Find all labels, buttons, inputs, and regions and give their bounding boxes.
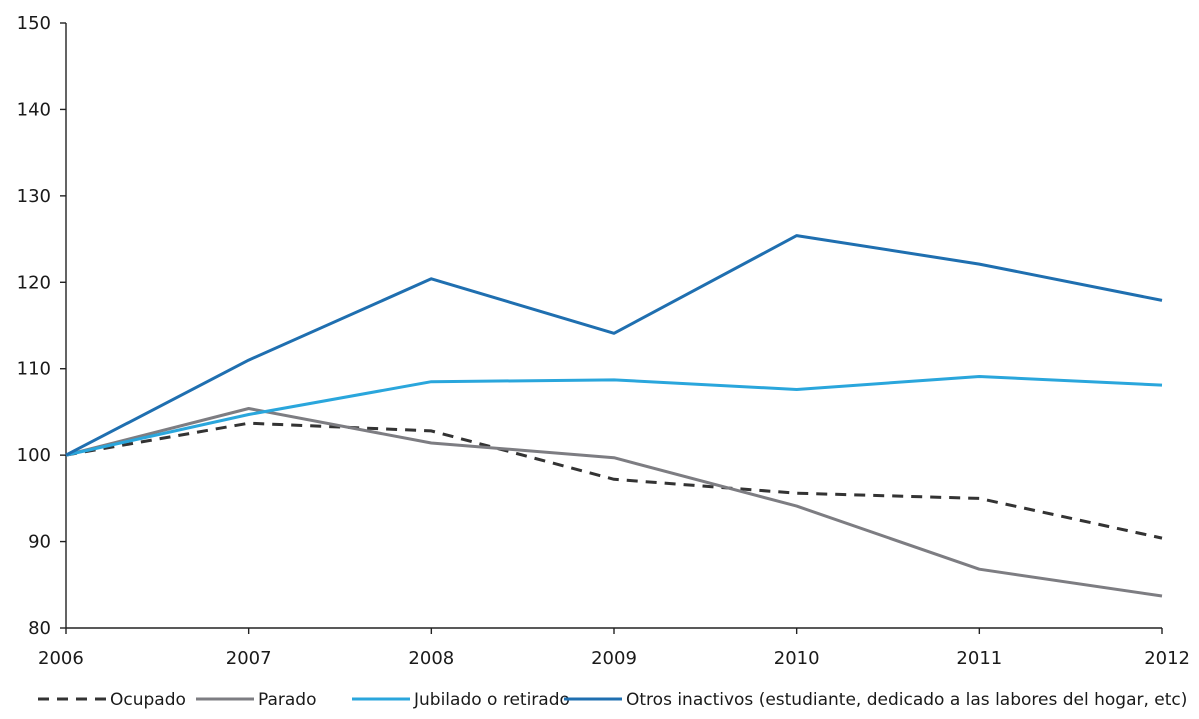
x-tick-label: 2011: [956, 648, 1002, 669]
x-tick-label: 2008: [408, 648, 454, 669]
y-tick-label: 140: [17, 99, 51, 120]
y-ticks: 80 90 100 110 120 130 140 150: [17, 13, 66, 639]
series-lines: [65, 234, 1163, 598]
y-tick-label: 80: [28, 618, 51, 639]
y-tick-label: 150: [17, 13, 51, 34]
x-tick-label: 2012: [1144, 648, 1190, 669]
y-tick-label: 90: [28, 532, 51, 553]
legend-label-3: Jubilado o retirado: [413, 690, 570, 710]
x-ticks: 2006 2007 2008 2009 2010 2011 2012: [38, 628, 1190, 669]
y-tick-label: 110: [17, 359, 51, 380]
legend-label-4: Otros inactivos (estudiante, dedicado a …: [626, 690, 1187, 710]
x-tick-label: 2009: [591, 648, 637, 669]
series-line-4: [65, 234, 1163, 457]
axes: [65, 23, 1162, 629]
y-tick-label: 120: [17, 272, 51, 293]
series-line-1: [65, 421, 1163, 540]
legend-label-1: Ocupado: [110, 690, 186, 710]
x-tick-label: 2006: [38, 648, 84, 669]
x-tick-label: 2010: [774, 648, 820, 669]
y-tick-label: 100: [17, 445, 51, 466]
series-line-2: [65, 407, 1163, 598]
y-tick-label: 130: [17, 186, 51, 207]
series-line-3: [65, 375, 1163, 457]
x-tick-label: 2007: [226, 648, 272, 669]
legend-label-2: Parado: [258, 690, 317, 710]
legend: Ocupado Parado Jubilado o retirado Otros in…: [38, 690, 1187, 710]
